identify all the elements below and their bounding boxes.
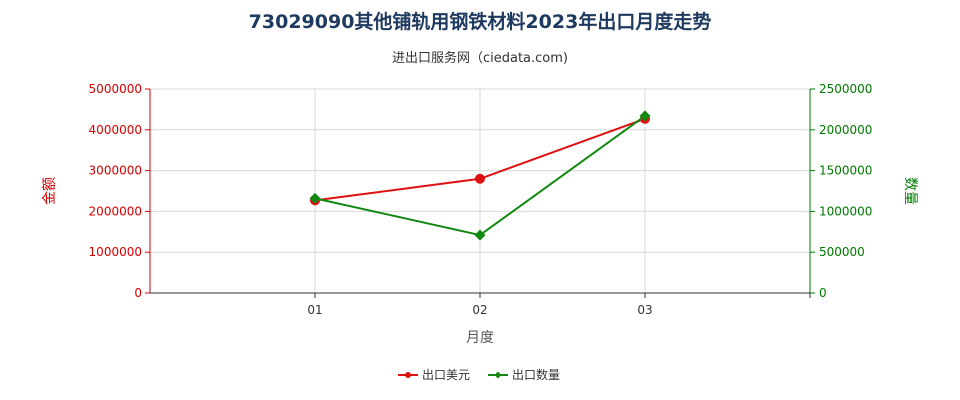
y-left-axis-title: 金额 (42, 177, 58, 205)
y-left-tick-label: 5000000 (89, 82, 142, 96)
legend-swatch-marker (405, 372, 411, 378)
x-tick-label: 03 (637, 303, 652, 317)
chart-subtitle: 进出口服务网（ciedata.com) (392, 50, 568, 66)
x-axis-title: 月度 (466, 330, 494, 346)
y-left-tick-label: 1000000 (89, 245, 142, 259)
grid (150, 88, 811, 293)
y-right-tick-label: 0 (819, 286, 827, 300)
y-left-tick-label: 0 (134, 286, 142, 300)
y-left-tick-label: 4000000 (89, 123, 142, 137)
data-point (475, 173, 485, 184)
legend-label: 出口数量 (512, 367, 560, 382)
y-left-tick-label: 2000000 (89, 204, 142, 218)
data-point (474, 229, 486, 241)
x-tick-label: 01 (307, 303, 322, 317)
y-right-tick-label: 1000000 (819, 204, 872, 218)
data-point (309, 192, 321, 204)
legend-label: 出口美元 (422, 368, 470, 382)
y-left-tick-label: 3000000 (89, 164, 142, 178)
series (309, 110, 651, 241)
chart-title: 73029090其他铺轨用钢铁材料2023年出口月度走势 (249, 10, 712, 33)
legend-item[interactable]: 出口美元 (398, 368, 470, 382)
data-point (639, 110, 651, 122)
legend-item[interactable]: 出口数量 (488, 367, 560, 382)
y-right-tick-label: 2000000 (819, 123, 872, 137)
y-right-tick-label: 500000 (819, 245, 865, 259)
axes (145, 88, 815, 298)
x-tick-label: 02 (472, 303, 487, 317)
tick-labels: 0 1000000 2000000 3000000 4000000 5000000 0 500… (89, 82, 873, 317)
legend-swatch-marker (494, 371, 502, 379)
y-right-tick-label: 2500000 (819, 82, 872, 96)
y-right-axis-title: 数量 (902, 177, 918, 205)
y-right-tick-label: 1500000 (819, 164, 872, 178)
legend[interactable]: 出口美元 出口数量 (398, 367, 560, 382)
